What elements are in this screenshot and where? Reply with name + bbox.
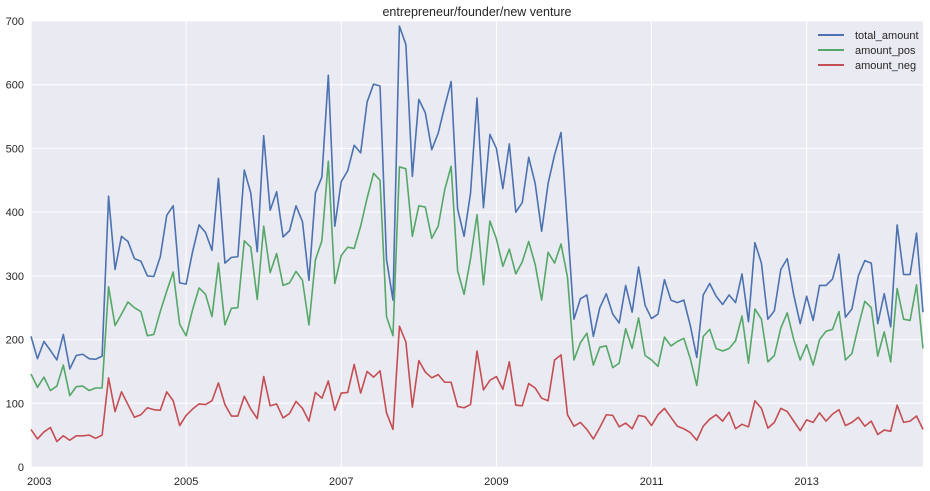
x-tick-label: 2007 bbox=[329, 476, 353, 488]
x-tick-label: 2003 bbox=[27, 476, 51, 488]
grid-lines bbox=[30, 20, 923, 468]
y-axis-tick-labels: 0 100 200 300 400 500 600 700 bbox=[6, 16, 24, 474]
chart-title: entrepreneur/founder/new venture bbox=[382, 5, 571, 19]
x-tick-label: 2005 bbox=[174, 476, 198, 488]
x-tick-label: 2009 bbox=[484, 476, 508, 488]
x-tick-label: 2013 bbox=[794, 476, 818, 488]
y-tick-label: 300 bbox=[6, 271, 24, 283]
y-tick-label: 200 bbox=[6, 335, 24, 347]
y-tick-label: 600 bbox=[6, 80, 24, 92]
series-line-total-amount bbox=[30, 25, 924, 370]
legend: total_amount amount_pos amount_neg bbox=[818, 30, 919, 72]
x-axis-tick-labels: 2003 2005 2007 2009 2011 2013 bbox=[27, 476, 819, 488]
y-tick-label: 0 bbox=[18, 462, 24, 474]
series-line-amount-neg bbox=[30, 325, 924, 443]
y-tick-label: 100 bbox=[6, 398, 24, 410]
y-tick-label: 400 bbox=[6, 207, 24, 219]
legend-label: amount_pos bbox=[855, 45, 916, 57]
plot-background bbox=[31, 21, 923, 467]
series-line-amount-pos bbox=[30, 160, 924, 397]
legend-label: amount_neg bbox=[855, 60, 916, 72]
legend-label: total_amount bbox=[855, 30, 919, 42]
plot-area bbox=[31, 21, 923, 467]
y-tick-label: 500 bbox=[6, 143, 24, 155]
y-tick-label: 700 bbox=[6, 16, 24, 28]
x-tick-label: 2011 bbox=[640, 476, 664, 488]
series-lines bbox=[30, 25, 924, 443]
